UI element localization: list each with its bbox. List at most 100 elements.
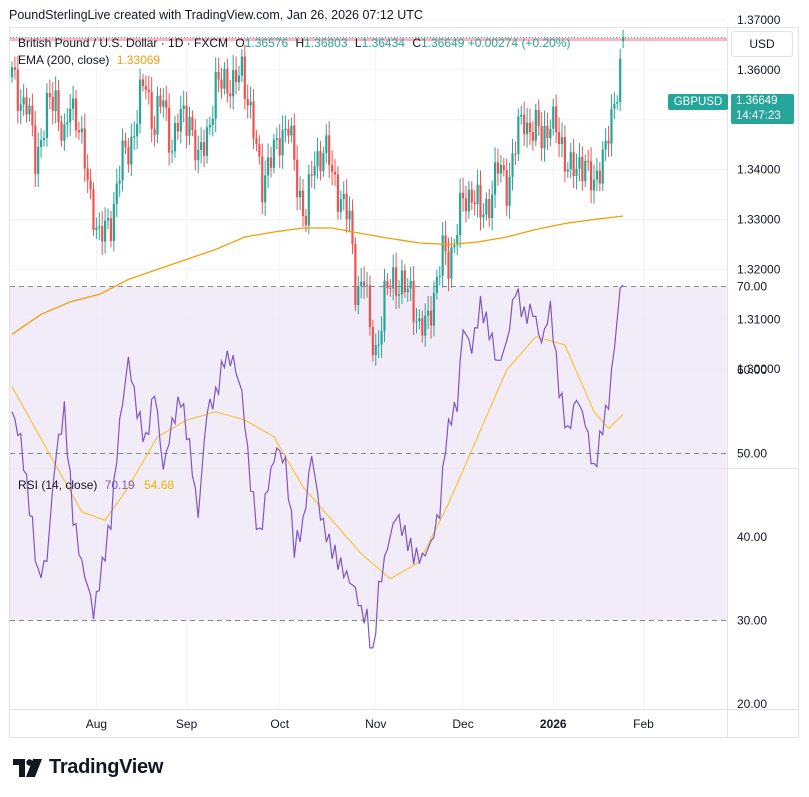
high-label: H bbox=[295, 36, 305, 50]
candle bbox=[371, 319, 374, 362]
candle bbox=[170, 139, 174, 164]
candle bbox=[127, 137, 130, 173]
candle-body bbox=[328, 135, 331, 166]
rsi-value: 70.19 bbox=[104, 478, 135, 492]
candle bbox=[528, 108, 532, 145]
candle bbox=[395, 252, 398, 310]
symbol-price-tag: GBPUSD bbox=[668, 94, 728, 110]
x-tick-sep: Sep bbox=[176, 717, 198, 731]
candle bbox=[592, 164, 596, 204]
candle-body bbox=[69, 108, 72, 123]
candle bbox=[188, 106, 191, 146]
candle bbox=[232, 54, 235, 110]
tradingview-logo[interactable]: TradingView bbox=[13, 756, 163, 779]
candle-body bbox=[28, 105, 31, 115]
candle-body bbox=[313, 166, 316, 176]
candle-body bbox=[406, 288, 409, 293]
candle-body bbox=[290, 125, 293, 136]
candle-body bbox=[310, 174, 313, 176]
candle-body bbox=[531, 132, 534, 141]
candle-body bbox=[269, 157, 273, 168]
candle-body bbox=[537, 109, 540, 127]
candle-body bbox=[316, 151, 319, 167]
candle bbox=[130, 123, 133, 177]
candle-body bbox=[383, 281, 386, 331]
candle bbox=[456, 223, 459, 256]
candle-body bbox=[153, 128, 156, 135]
candle-body bbox=[380, 330, 383, 345]
candle bbox=[266, 143, 270, 189]
candle-body bbox=[479, 184, 482, 218]
candle bbox=[51, 82, 54, 125]
candle bbox=[141, 73, 145, 92]
currency-selector[interactable]: USD bbox=[731, 31, 793, 57]
candle bbox=[435, 269, 438, 300]
candle-body bbox=[34, 125, 37, 174]
x-tick-dec: Dec bbox=[452, 717, 473, 731]
candle-body bbox=[284, 128, 287, 131]
candle bbox=[217, 57, 220, 93]
candle-body bbox=[246, 98, 249, 106]
candle-body bbox=[130, 136, 133, 165]
candle-body bbox=[264, 175, 267, 203]
ema-legend[interactable]: EMA (200, close) 1.33069 bbox=[18, 53, 160, 67]
candle-body bbox=[604, 140, 607, 150]
candle-body bbox=[342, 193, 345, 200]
candle-body bbox=[296, 159, 299, 198]
candle bbox=[101, 211, 104, 256]
candle bbox=[461, 177, 465, 212]
candle bbox=[34, 110, 37, 188]
candle bbox=[261, 143, 264, 215]
candle bbox=[400, 259, 404, 305]
candle-body bbox=[92, 189, 95, 230]
candle bbox=[66, 108, 69, 138]
candle-body bbox=[275, 138, 278, 140]
rsi-legend[interactable]: RSI (14, close) 70.19 54.68 bbox=[18, 478, 174, 492]
chart-frame bbox=[9, 27, 799, 738]
candle-body bbox=[272, 139, 275, 168]
candle bbox=[287, 119, 290, 144]
close-value: 1.36649 bbox=[420, 36, 465, 50]
price-tick-label: 1.33000 bbox=[737, 213, 781, 227]
candle-body bbox=[104, 220, 107, 242]
candle bbox=[555, 94, 558, 144]
price-legend: British Pound / U.S. Dollar · 1D · FXCM … bbox=[18, 36, 570, 50]
high-value: 1.36803 bbox=[304, 36, 348, 50]
rsi-tick-label: 50.00 bbox=[737, 447, 767, 461]
candle-body bbox=[476, 184, 479, 205]
symbol-description[interactable]: British Pound / U.S. Dollar · 1D · FXCM bbox=[18, 36, 229, 50]
candle bbox=[363, 266, 366, 299]
candle bbox=[485, 192, 488, 221]
candle bbox=[258, 135, 261, 165]
candle-body bbox=[66, 122, 69, 125]
candle-body bbox=[176, 122, 179, 132]
candle-body bbox=[72, 98, 75, 109]
candle bbox=[386, 273, 389, 296]
candle-body bbox=[491, 194, 494, 219]
candle bbox=[392, 254, 395, 301]
candle bbox=[336, 165, 340, 220]
ema-value: 1.33069 bbox=[116, 53, 161, 67]
candle-body bbox=[179, 108, 182, 132]
candle-body bbox=[173, 122, 177, 152]
candle-body bbox=[368, 285, 372, 328]
candle-body bbox=[517, 116, 520, 154]
candle bbox=[118, 165, 121, 197]
candle bbox=[278, 124, 281, 168]
candle bbox=[604, 128, 607, 161]
candle-body bbox=[493, 162, 497, 195]
candle bbox=[566, 161, 569, 179]
candle bbox=[57, 80, 60, 132]
candle-body bbox=[377, 344, 380, 346]
candle-body bbox=[141, 79, 145, 87]
x-tick-feb: Feb bbox=[633, 717, 654, 731]
candle-body bbox=[511, 153, 514, 178]
candle-body bbox=[240, 56, 243, 76]
candle bbox=[345, 179, 348, 233]
candle bbox=[328, 121, 331, 179]
candle bbox=[581, 146, 584, 191]
candle-body bbox=[365, 285, 369, 287]
candle-body bbox=[200, 142, 203, 150]
x-tick-aug: Aug bbox=[86, 717, 107, 731]
